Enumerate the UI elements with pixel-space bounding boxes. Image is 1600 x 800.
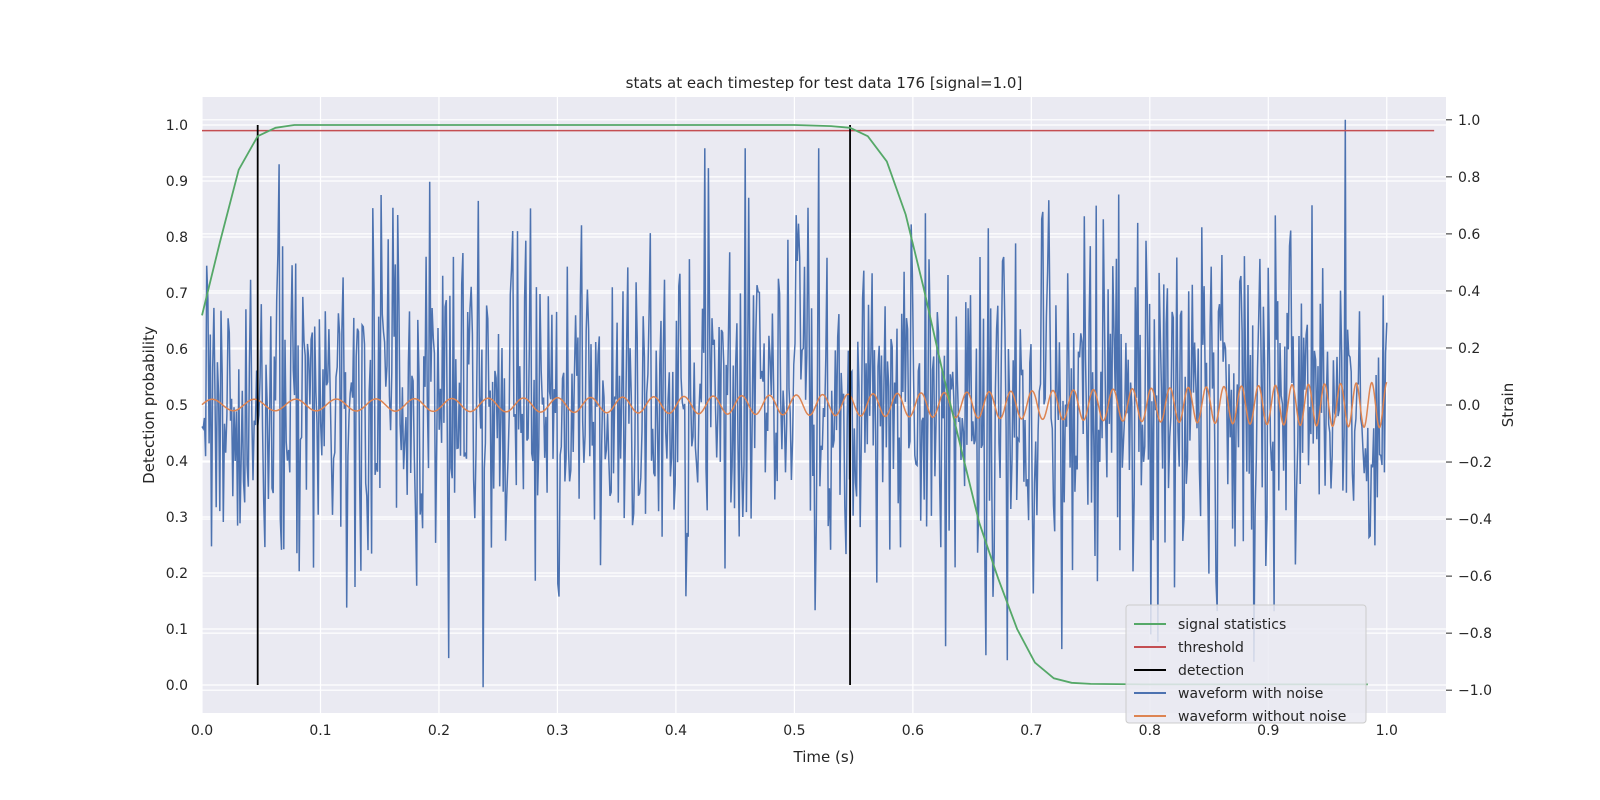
right-tick-label: 0.0: [1458, 398, 1480, 414]
left-tick-label: 0.3: [166, 510, 188, 526]
right-tick-label: −0.4: [1458, 512, 1492, 528]
right-tick-label: −1.0: [1458, 683, 1492, 699]
x-tick-label: 0.3: [546, 723, 568, 739]
legend-box: [1125, 604, 1367, 724]
right-tick-label: 0.4: [1458, 284, 1480, 300]
right-tick-label: −0.2: [1458, 455, 1492, 471]
right-axis-label: Strain: [1499, 383, 1517, 427]
right-tick-label: −0.8: [1458, 626, 1492, 642]
legend: signal statistics threshold detection wavef…: [1125, 604, 1367, 725]
left-axis-ticks: 0.0 0.1 0.2 0.3 0.4 0.5 0.6 0.7 0.8 0.9 1.0: [166, 118, 188, 694]
series-layer: [201, 119, 1435, 688]
series-signal-statistics: [201, 124, 1368, 686]
series-waveform-without-noise: [201, 381, 1388, 429]
left-tick-label: 0.9: [166, 174, 188, 190]
series-waveform-with-noise: [201, 119, 1388, 688]
legend-label: threshold: [1178, 640, 1244, 656]
x-tick-label: 1.0: [1376, 723, 1398, 739]
x-tick-label: 0.9: [1257, 723, 1279, 739]
left-tick-label: 0.6: [166, 342, 188, 358]
x-tick-label: 0.1: [309, 723, 331, 739]
x-tick-label: 0.8: [1139, 723, 1161, 739]
legend-label: waveform with noise: [1178, 686, 1323, 702]
x-tick-label: 0.7: [1020, 723, 1042, 739]
right-tick-label: −0.6: [1458, 569, 1492, 585]
left-tick-label: 0.2: [166, 566, 188, 582]
right-tick-label: 0.2: [1458, 341, 1480, 357]
x-axis-ticks: 0.0 0.1 0.2 0.3 0.4 0.5 0.6 0.7 0.8 0.9 1.0: [191, 723, 1398, 739]
chart-title: stats at each timestep for test data 176…: [626, 74, 1023, 92]
x-tick-label: 0.0: [191, 723, 213, 739]
x-tick-label: 0.4: [665, 723, 687, 739]
left-axis-label: Detection probability: [140, 326, 158, 484]
left-tick-label: 0.5: [166, 398, 188, 414]
legend-label: signal statistics: [1178, 617, 1286, 633]
right-tick-label: 1.0: [1458, 113, 1480, 129]
x-tick-label: 0.2: [428, 723, 450, 739]
left-tick-label: 0.4: [166, 454, 188, 470]
x-tick-label: 0.6: [902, 723, 924, 739]
left-tick-label: 0.7: [166, 286, 188, 302]
left-tick-label: 0.1: [166, 622, 188, 638]
x-axis-label: Time (s): [793, 748, 855, 766]
legend-label: detection: [1178, 663, 1244, 679]
right-tick-label: 0.6: [1458, 227, 1480, 243]
left-tick-label: 0.0: [166, 678, 188, 694]
legend-label: waveform without noise: [1178, 709, 1346, 725]
right-tick-label: 0.8: [1458, 170, 1480, 186]
right-axis-ticks: −1.0 −0.8 −0.6 −0.4 −0.2 0.0 0.2 0.4 0.6 0.8 1.0: [1446, 113, 1492, 699]
x-tick-label: 0.5: [783, 723, 805, 739]
left-tick-label: 0.8: [166, 230, 188, 246]
left-tick-label: 1.0: [166, 118, 188, 134]
